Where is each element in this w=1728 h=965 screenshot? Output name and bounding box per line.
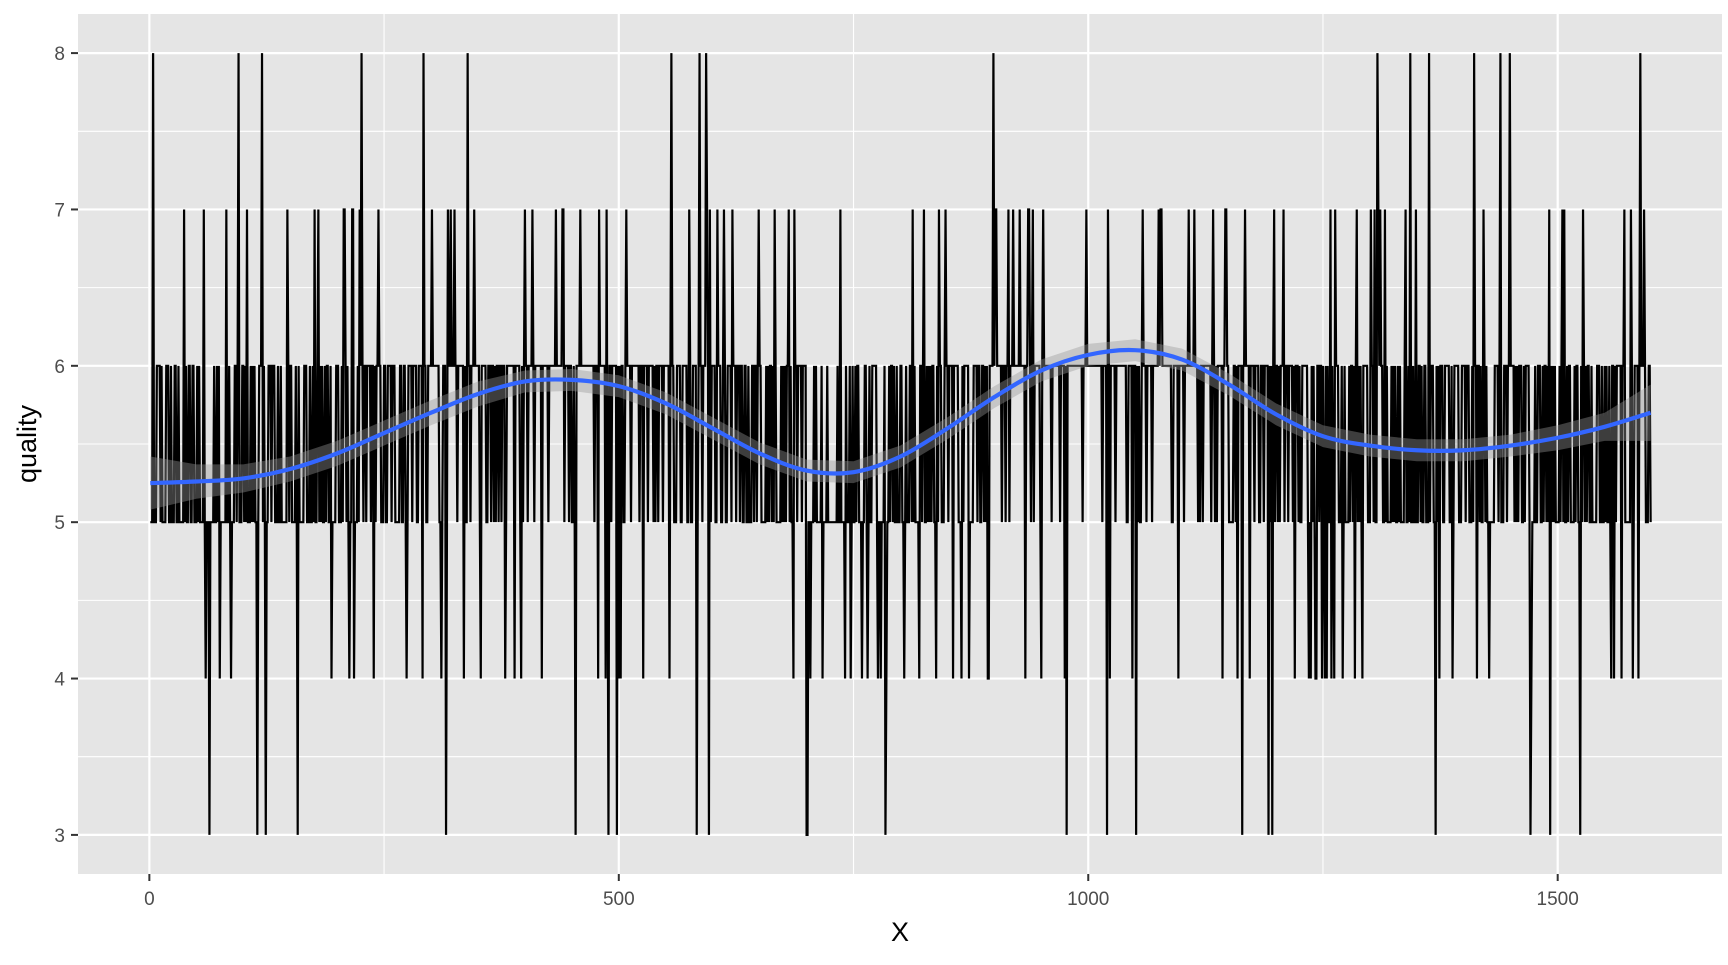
y-axis-title: quality <box>12 404 42 483</box>
y-tick-label: 3 <box>54 826 65 847</box>
x-axis-title: X <box>891 917 909 947</box>
y-tick-label: 5 <box>54 513 65 534</box>
y-tick-label: 8 <box>54 44 65 65</box>
x-tick-label: 1000 <box>1067 889 1109 910</box>
x-axis-ticks: 0 500 1000 1500 <box>144 874 1579 910</box>
x-tick-label: 500 <box>603 889 635 910</box>
y-tick-label: 4 <box>54 670 65 691</box>
x-tick-label: 1500 <box>1537 889 1579 910</box>
y-tick-label: 6 <box>54 357 65 378</box>
series-line-quality <box>150 53 1652 837</box>
y-axis-ticks: 3 4 5 6 7 8 <box>54 44 78 847</box>
x-tick-label: 0 <box>144 889 155 910</box>
smooth-trend-line <box>150 347 1652 486</box>
y-tick-label: 7 <box>54 200 65 221</box>
